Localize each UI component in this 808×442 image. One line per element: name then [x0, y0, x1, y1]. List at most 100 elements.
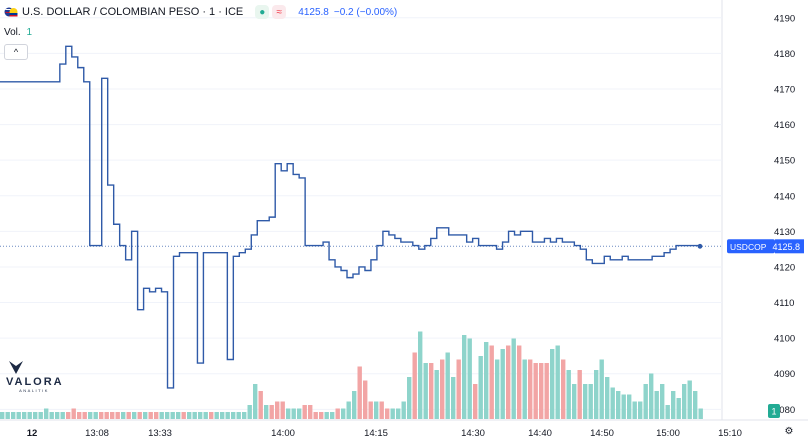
volume-bar — [676, 398, 681, 419]
volume-bar — [187, 412, 192, 419]
volume-bar — [352, 391, 357, 419]
time-axis[interactable]: 12 13:08 13:33 14:00 14:15 14:30 14:40 14:50 15:… — [27, 428, 742, 439]
volume-bar — [687, 380, 692, 419]
volume-bar — [649, 373, 654, 419]
y-tick-label: 4080 — [774, 405, 795, 416]
volume-bar — [429, 363, 434, 419]
last-price: 4125.8 — [298, 6, 329, 18]
settings-icon[interactable]: ⚙ — [784, 425, 794, 437]
volume-bar — [665, 405, 670, 419]
volume-bar — [555, 345, 560, 419]
x-tick-label: 15:10 — [718, 428, 742, 439]
volume-bar — [159, 412, 164, 419]
volume-bar — [99, 412, 104, 419]
volume-bar — [209, 412, 214, 419]
volume-bar — [572, 384, 577, 419]
y-tick-label: 4190 — [774, 13, 795, 24]
price-line — [0, 45, 700, 389]
volume-bar — [27, 412, 32, 419]
chart-legend: U.S. DOLLAR / COLOMBIAN PESO · 1 · ICE ●… — [4, 5, 397, 19]
volume-bar — [671, 391, 676, 419]
volume-bar — [654, 391, 659, 419]
volume-bar — [253, 384, 258, 419]
volume-bar — [33, 412, 38, 419]
volume-bar — [247, 405, 252, 419]
volume-bar — [132, 412, 137, 419]
volume-bar — [495, 359, 500, 419]
volume-bar — [214, 412, 219, 419]
volume-bar — [313, 412, 318, 419]
y-tick-label: 4120 — [774, 262, 795, 273]
volume-bar — [280, 401, 285, 419]
volume-bar — [440, 359, 445, 419]
volume-bar — [264, 405, 269, 419]
volume-bar — [192, 412, 197, 419]
volume-bar — [638, 401, 643, 419]
volume-bar — [599, 359, 604, 419]
volume-bar — [324, 412, 329, 419]
volume-bar — [346, 401, 351, 419]
x-tick-label: 15:00 — [656, 428, 680, 439]
volume-bar — [396, 408, 401, 419]
x-tick-label: 14:30 — [461, 428, 485, 439]
volume-bar — [467, 338, 472, 419]
grid — [0, 0, 808, 421]
volume-bar — [71, 408, 76, 419]
volume-bar — [423, 363, 428, 419]
delayed-data-icon[interactable]: ≈ — [272, 5, 287, 19]
volume-bar — [225, 412, 230, 419]
volume-bar — [231, 412, 236, 419]
volume-bar — [368, 401, 373, 419]
x-tick-label: 13:08 — [85, 428, 109, 439]
volume-bar — [511, 338, 516, 419]
y-tick-label: 4130 — [774, 227, 795, 238]
volume-bar — [627, 394, 632, 419]
volume-bar — [451, 377, 456, 419]
badge-price: 4125.8 — [772, 242, 800, 252]
volume-bar — [60, 412, 65, 419]
volume-bar — [137, 412, 142, 419]
volume-bar — [297, 408, 302, 419]
symbol-title[interactable]: U.S. DOLLAR / COLOMBIAN PESO · 1 · ICE — [22, 6, 244, 18]
volume-bar — [203, 412, 208, 419]
volume-bar — [588, 384, 593, 419]
collapse-legend-button[interactable]: ^ — [4, 44, 28, 60]
volume-bar — [335, 408, 340, 419]
volume-bar — [561, 359, 566, 419]
volume-bar — [66, 412, 71, 419]
volume-bar — [605, 377, 610, 419]
price-series — [0, 45, 722, 389]
axis-badges: USDCOP 4125.8 1 — [727, 239, 804, 418]
volume-bar — [0, 412, 5, 419]
volume-bar — [643, 384, 648, 419]
x-tick-label: 13:33 — [148, 428, 172, 439]
badge-symbol: USDCOP — [730, 242, 767, 252]
volume-bar — [82, 412, 87, 419]
volume-bar — [682, 384, 687, 419]
volume-bar — [275, 401, 280, 419]
volume-bar — [121, 412, 126, 419]
volume-bar — [11, 412, 16, 419]
volume-bar — [566, 370, 571, 419]
volume-bar — [616, 391, 621, 419]
volume-bar — [693, 391, 698, 419]
volume-bar — [506, 345, 511, 419]
volume-bar — [357, 366, 362, 419]
volume-bar — [49, 412, 54, 419]
volume-bar — [374, 401, 379, 419]
price-axis[interactable]: 4080 4090 4100 4110 4120 4130 4140 4150 4160 4170… — [774, 13, 795, 416]
volume-bar — [170, 412, 175, 419]
market-status-icon[interactable]: ● — [255, 5, 270, 19]
volume-bar — [38, 412, 43, 419]
watermark-logo: VALORA ANALITIK — [6, 360, 62, 393]
volume-bar — [220, 412, 225, 419]
logo-subtitle: ANALITIK — [19, 388, 49, 393]
volume-bar — [330, 412, 335, 419]
volume-bar — [412, 352, 417, 419]
x-tick-label: 14:15 — [364, 428, 388, 439]
volume-bar — [236, 412, 241, 419]
volume-bar — [5, 412, 10, 419]
volume-legend: Vol. 1 — [4, 27, 32, 38]
